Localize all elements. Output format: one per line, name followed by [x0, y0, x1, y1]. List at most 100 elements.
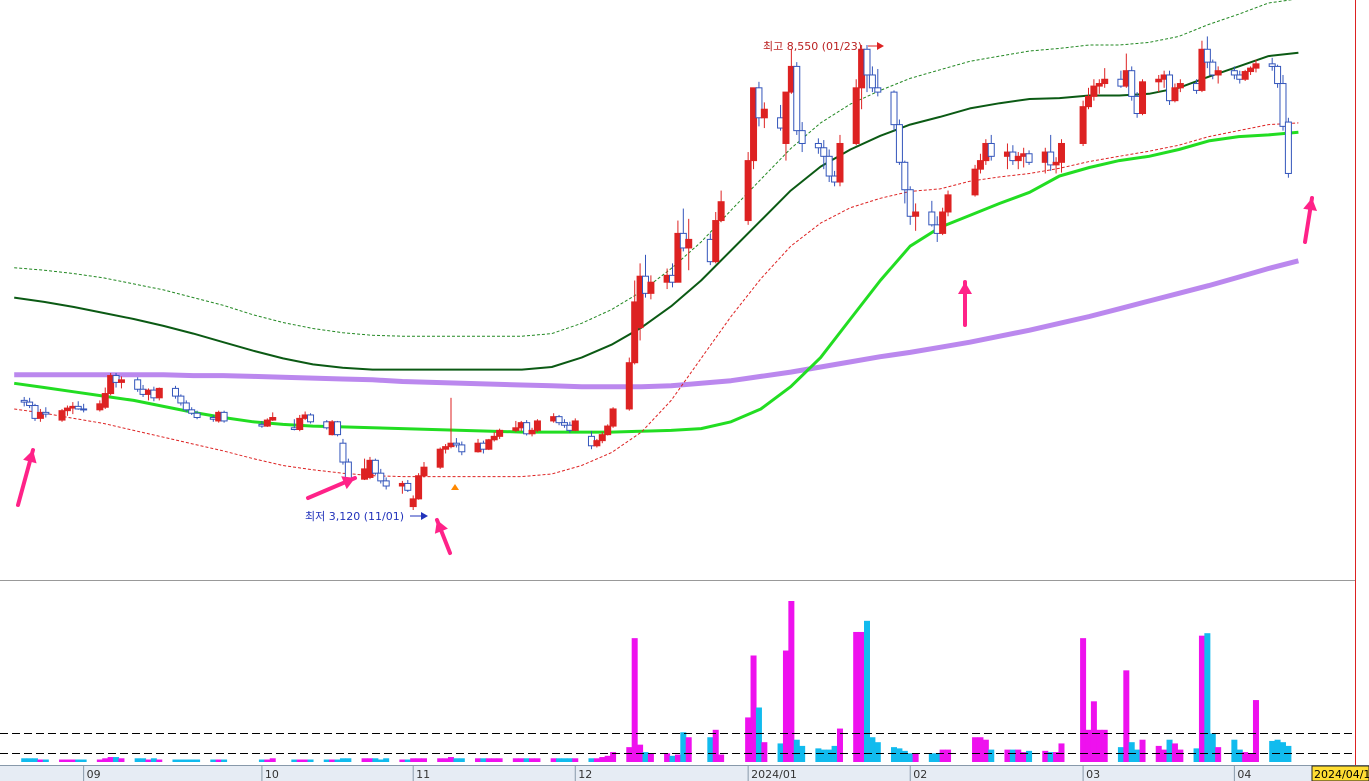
current-date-box[interactable]	[1311, 765, 1369, 781]
candle-body	[1155, 78, 1163, 83]
volume-bar	[415, 758, 422, 762]
volume-bar	[1177, 749, 1184, 762]
volume-bar	[345, 758, 352, 762]
candle	[906, 186, 914, 225]
volume-bar	[448, 757, 455, 762]
candle-body	[112, 375, 120, 383]
candle	[107, 372, 115, 396]
candle-body	[1274, 65, 1282, 85]
candle	[971, 164, 979, 197]
candle	[625, 357, 633, 411]
candle	[1009, 145, 1017, 165]
volume-bar	[37, 759, 44, 762]
volume-bar	[599, 757, 606, 762]
candle-body	[1203, 48, 1211, 63]
volume-bar	[815, 748, 822, 762]
candle-body	[901, 161, 909, 191]
volume-bar	[334, 759, 341, 762]
candle	[836, 134, 844, 187]
ma-green-path	[13, 130, 1299, 434]
volume-bar	[928, 753, 935, 762]
volume-bar	[258, 759, 265, 762]
candle-body	[420, 466, 428, 477]
candle	[1198, 40, 1206, 93]
candle	[420, 462, 428, 478]
candle	[939, 207, 947, 236]
candle-body	[452, 442, 460, 446]
candle	[334, 420, 342, 437]
volume-bar	[1080, 638, 1087, 762]
candle-body	[371, 459, 379, 474]
x-axis: 09 10 11 12 2024/01 02 03 04	[83, 766, 1251, 781]
ma-dark-green-line	[14, 51, 1299, 371]
candle-body	[555, 416, 563, 424]
candle	[371, 458, 379, 475]
pink-arrow	[958, 280, 972, 327]
candle-body	[20, 399, 28, 403]
x-tick-label: 2024/01	[751, 768, 797, 781]
ma-dark-path	[14, 51, 1299, 371]
volume-bar	[512, 758, 519, 762]
candle	[36, 408, 44, 422]
candle-body	[1128, 70, 1136, 97]
candle-body	[1025, 153, 1033, 163]
candle-body	[1139, 81, 1147, 115]
candle	[171, 385, 179, 399]
volume-bar	[177, 759, 184, 762]
x-tick-label: 11	[416, 768, 430, 781]
candle	[490, 432, 498, 442]
volume-bar	[383, 758, 390, 762]
candle	[1101, 68, 1109, 88]
volume-bar	[188, 759, 195, 762]
candle	[485, 438, 493, 451]
candle	[1176, 79, 1184, 93]
volume-bar	[1139, 739, 1146, 762]
x-tick-label: 03	[1086, 768, 1100, 781]
candle-body	[874, 87, 882, 93]
candle	[874, 68, 882, 97]
volume-bar	[647, 753, 654, 762]
candle-body	[912, 211, 920, 217]
candle	[63, 405, 71, 416]
candle-body	[404, 482, 412, 491]
candle	[26, 397, 34, 409]
candle	[744, 152, 752, 225]
volume-bar	[604, 755, 611, 762]
volume-bar	[145, 759, 152, 762]
volume-bar	[707, 737, 714, 762]
volume-bar	[361, 758, 368, 762]
candle	[1047, 134, 1055, 171]
candle	[177, 394, 185, 406]
candle-body	[1047, 151, 1055, 166]
candle	[58, 408, 66, 422]
candle	[685, 218, 693, 271]
candle-body	[625, 362, 633, 410]
volume-bar	[1085, 729, 1092, 762]
volume-bar	[458, 758, 465, 762]
volume-bar	[480, 758, 487, 762]
candle-body	[674, 232, 682, 283]
candle-body	[382, 480, 390, 487]
candle-body	[155, 387, 163, 399]
pink-arrow	[16, 448, 37, 507]
candle	[269, 412, 277, 421]
candle	[555, 414, 563, 426]
candle-body	[717, 201, 725, 222]
candle	[307, 413, 315, 424]
candle	[1095, 79, 1103, 94]
candle	[647, 275, 655, 300]
volume-bar	[1047, 752, 1054, 762]
candle-body	[528, 429, 536, 435]
candle-body	[36, 411, 44, 419]
candle	[928, 200, 936, 227]
volume-bar	[1090, 701, 1097, 762]
volume-bar	[210, 759, 217, 762]
volume-bar	[782, 650, 789, 762]
candle-body	[631, 301, 639, 364]
candle-body	[442, 446, 450, 450]
candle-body	[906, 189, 914, 217]
candle	[976, 153, 984, 174]
candle	[188, 407, 196, 415]
volume-bar	[518, 758, 525, 762]
